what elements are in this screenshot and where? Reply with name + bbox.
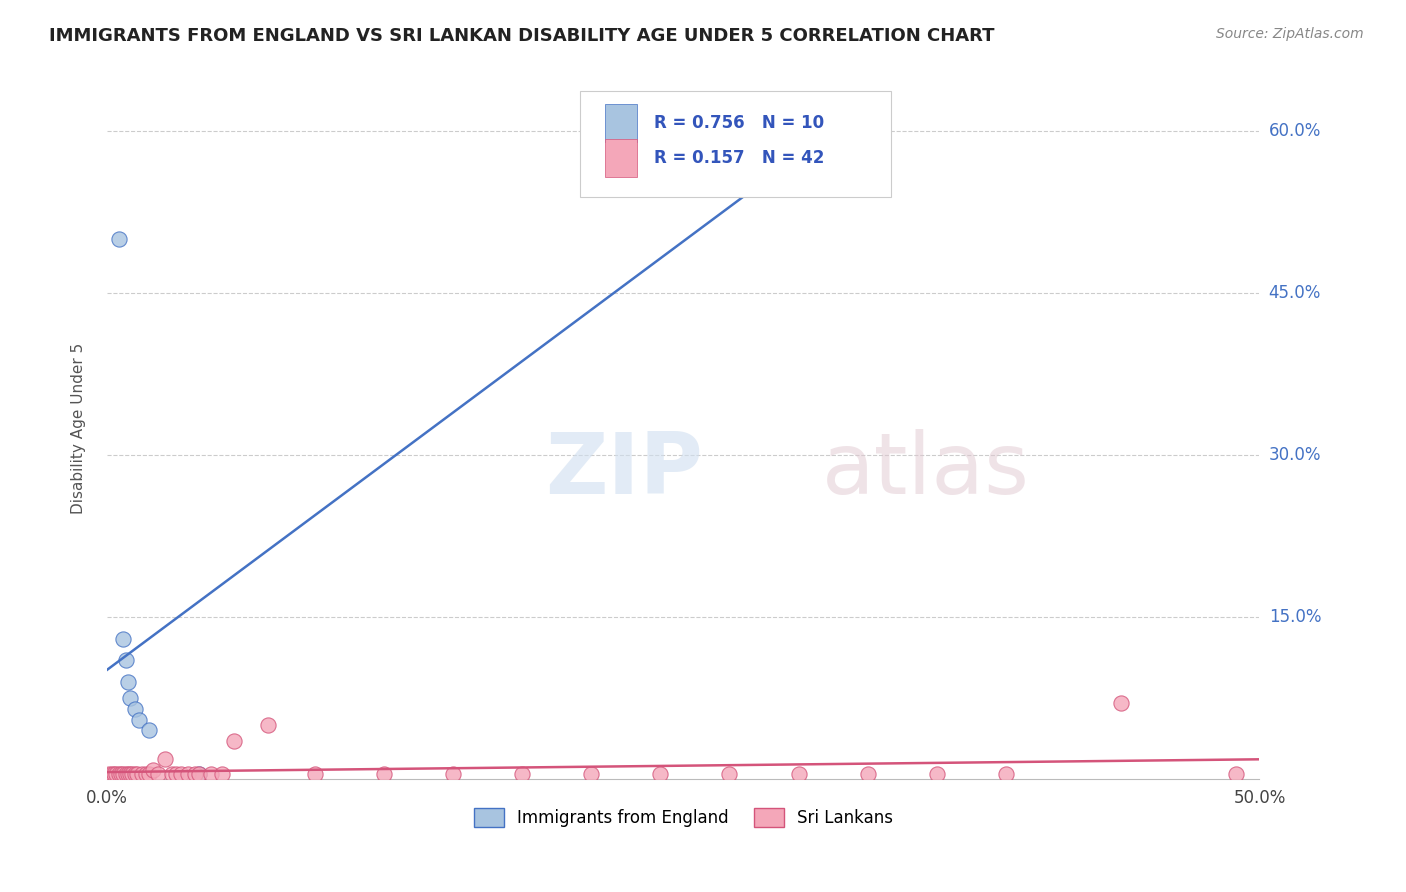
Point bbox=[121, 766, 143, 780]
Point bbox=[114, 766, 136, 780]
Point bbox=[142, 764, 165, 778]
FancyBboxPatch shape bbox=[605, 103, 637, 143]
Point bbox=[107, 232, 129, 246]
Point bbox=[120, 766, 142, 780]
Point bbox=[138, 723, 160, 738]
Point bbox=[98, 766, 121, 780]
Text: Source: ZipAtlas.com: Source: ZipAtlas.com bbox=[1216, 27, 1364, 41]
Point bbox=[114, 653, 136, 667]
Text: R = 0.756   N = 10: R = 0.756 N = 10 bbox=[654, 114, 824, 132]
Text: atlas: atlas bbox=[821, 429, 1029, 512]
Point bbox=[124, 702, 146, 716]
Point bbox=[579, 766, 602, 780]
Text: ZIP: ZIP bbox=[546, 429, 703, 512]
Point bbox=[188, 766, 211, 780]
Point bbox=[925, 766, 948, 780]
Point bbox=[856, 766, 879, 780]
Point bbox=[120, 690, 142, 705]
Point bbox=[1109, 697, 1132, 711]
Point bbox=[117, 766, 139, 780]
Point bbox=[718, 168, 741, 182]
Text: 60.0%: 60.0% bbox=[1268, 122, 1322, 140]
Point bbox=[146, 766, 169, 780]
Point bbox=[165, 766, 187, 780]
Point bbox=[138, 766, 160, 780]
Point bbox=[304, 766, 326, 780]
Point bbox=[183, 766, 205, 780]
Point bbox=[787, 766, 810, 780]
Text: IMMIGRANTS FROM ENGLAND VS SRI LANKAN DISABILITY AGE UNDER 5 CORRELATION CHART: IMMIGRANTS FROM ENGLAND VS SRI LANKAN DI… bbox=[49, 27, 994, 45]
Point bbox=[177, 766, 200, 780]
Point bbox=[1225, 766, 1247, 780]
Point bbox=[170, 766, 193, 780]
Point bbox=[441, 766, 464, 780]
FancyBboxPatch shape bbox=[579, 92, 891, 197]
Text: 45.0%: 45.0% bbox=[1268, 285, 1322, 302]
Point bbox=[257, 718, 280, 732]
Point bbox=[135, 766, 157, 780]
Point bbox=[131, 766, 153, 780]
Point bbox=[718, 766, 741, 780]
Point bbox=[128, 713, 150, 727]
Point bbox=[103, 766, 125, 780]
Point bbox=[510, 766, 533, 780]
Point bbox=[188, 766, 211, 780]
Point bbox=[117, 674, 139, 689]
Legend: Immigrants from England, Sri Lankans: Immigrants from England, Sri Lankans bbox=[467, 801, 900, 834]
Point bbox=[100, 766, 122, 780]
Point bbox=[125, 766, 148, 780]
Y-axis label: Disability Age Under 5: Disability Age Under 5 bbox=[72, 343, 86, 514]
FancyBboxPatch shape bbox=[605, 139, 637, 178]
Point bbox=[373, 766, 395, 780]
Point bbox=[112, 632, 135, 646]
Point bbox=[994, 766, 1017, 780]
Point bbox=[650, 766, 672, 780]
Point bbox=[107, 766, 129, 780]
Point bbox=[160, 766, 183, 780]
Point bbox=[200, 766, 222, 780]
Point bbox=[105, 766, 128, 780]
Point bbox=[222, 734, 245, 748]
Point bbox=[153, 752, 176, 766]
Point bbox=[124, 766, 146, 780]
Point bbox=[211, 766, 233, 780]
Text: R = 0.157   N = 42: R = 0.157 N = 42 bbox=[654, 149, 825, 167]
Point bbox=[110, 766, 132, 780]
Text: 15.0%: 15.0% bbox=[1268, 608, 1322, 626]
Text: 30.0%: 30.0% bbox=[1268, 446, 1322, 464]
Point bbox=[112, 766, 135, 780]
